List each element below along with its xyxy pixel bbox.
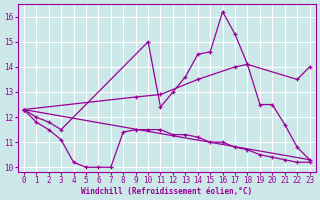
X-axis label: Windchill (Refroidissement éolien,°C): Windchill (Refroidissement éolien,°C) [81,187,252,196]
